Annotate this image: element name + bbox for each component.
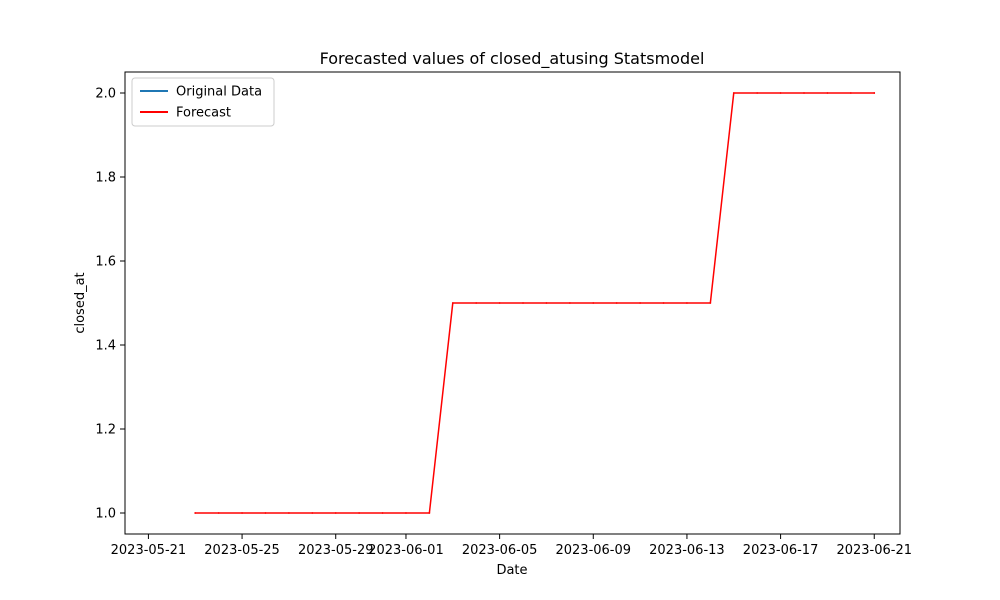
- y-tick-label: 1.4: [95, 339, 116, 354]
- y-tick-label: 1.6: [95, 255, 116, 270]
- y-tick-label: 1.2: [95, 423, 116, 438]
- series-point-1-26: [803, 92, 805, 94]
- axes-layer: 2023-05-21 2023-05-25 2023-05-292023-06-01…: [95, 87, 912, 559]
- y-axis-label: closed_at: [73, 272, 88, 333]
- series-point-1-21: [686, 302, 688, 304]
- series-point-1-27: [826, 92, 829, 94]
- series-point-1-3: [264, 512, 267, 514]
- series-point-1-29: [873, 92, 876, 94]
- series-point-1-13: [498, 302, 501, 304]
- y-tick-label: 2.0: [95, 87, 116, 102]
- series-layer: [194, 92, 876, 514]
- legend-label-1: Forecast: [176, 106, 231, 121]
- y-tick-label: 1.8: [95, 171, 116, 186]
- x-tick-label: 2023-06-01: [368, 543, 444, 558]
- x-tick-label: 2023-05-25: [204, 543, 280, 558]
- series-point-1-11: [451, 302, 454, 304]
- x-tick-label: 2023-06-13: [649, 543, 725, 558]
- series-point-1-4: [288, 512, 290, 514]
- x-tick-label: 2023-05-29: [298, 543, 374, 558]
- series-point-1-2: [241, 512, 243, 514]
- series-point-1-17: [592, 302, 595, 304]
- chart-title: Forecasted values of closed_atusing Stat…: [320, 49, 705, 69]
- legend: Original Data Forecast: [131, 77, 275, 127]
- series-point-1-19: [639, 302, 642, 304]
- series-point-1-5: [311, 512, 314, 514]
- series-point-1-10: [428, 512, 431, 514]
- plot-area-frame: [124, 71, 901, 535]
- series-point-1-0: [194, 512, 197, 514]
- series-point-1-7: [358, 512, 361, 514]
- series-point-1-12: [475, 302, 478, 304]
- series-point-1-22: [709, 302, 712, 304]
- series-point-1-28: [849, 92, 852, 94]
- series-point-1-15: [545, 302, 548, 304]
- series-point-1-23: [732, 92, 735, 94]
- x-tick-label: 2023-06-05: [462, 543, 538, 558]
- series-point-1-16: [568, 302, 571, 304]
- legend-label-0: Original Data: [176, 85, 262, 100]
- series-point-1-24: [756, 92, 759, 94]
- x-tick-label: 2023-05-21: [111, 543, 187, 558]
- series-point-1-14: [522, 302, 524, 304]
- series-point-1-25: [779, 92, 782, 94]
- x-axis-label: Date: [496, 563, 527, 578]
- x-tick-label: 2023-06-21: [836, 543, 912, 558]
- y-tick-label: 1.0: [95, 507, 116, 522]
- series-point-1-6: [334, 512, 337, 514]
- series-point-1-20: [662, 302, 665, 304]
- series-line-1: [194, 92, 875, 514]
- series-point-1-1: [217, 512, 220, 514]
- series-point-1-18: [615, 302, 618, 304]
- x-tick-label: 2023-06-09: [555, 543, 631, 558]
- x-tick-label: 2023-06-17: [743, 543, 819, 558]
- series-point-1-9: [405, 512, 407, 514]
- series-point-1-8: [381, 512, 384, 514]
